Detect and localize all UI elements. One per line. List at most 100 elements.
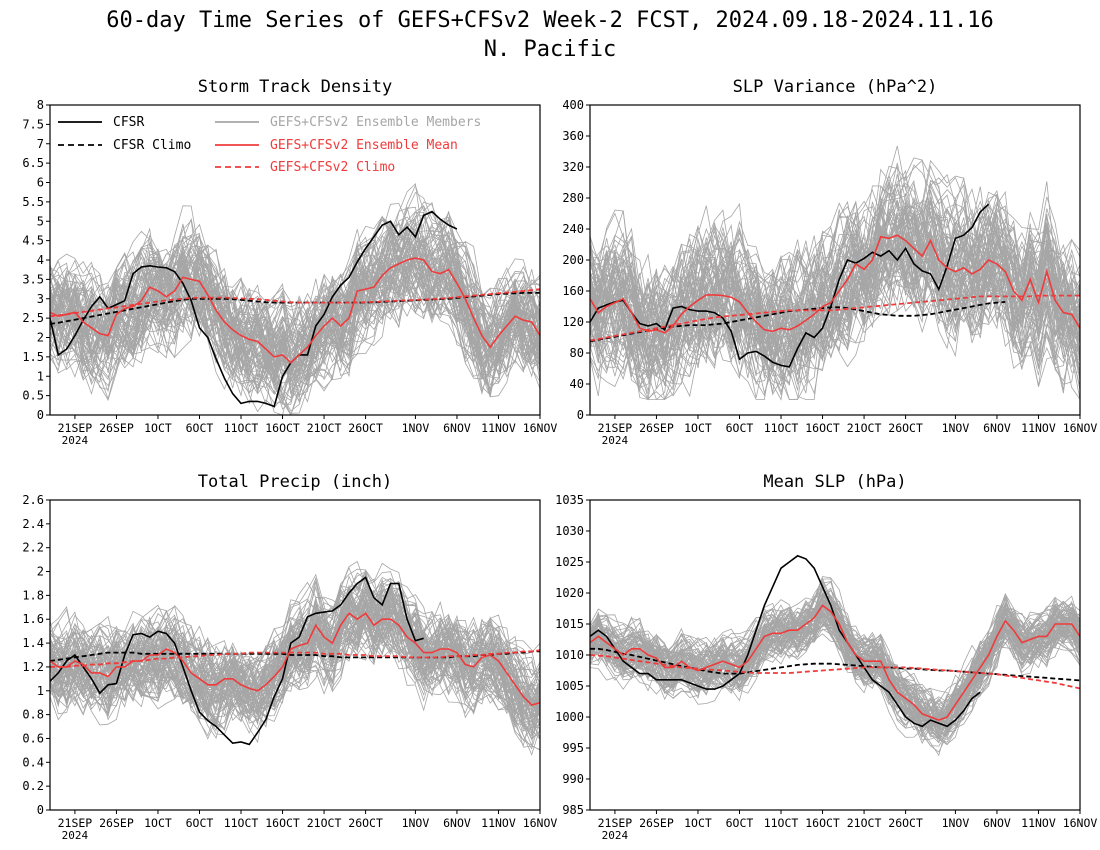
y-tick-label: 2.5 [22, 311, 44, 325]
y-tick-label: 1035 [555, 493, 584, 507]
y-tick-label: 0 [37, 803, 44, 817]
x-tick-label: 6OCT [186, 421, 214, 435]
x-tick-label: 11NOV [1021, 816, 1056, 830]
series-gefs-cfsv2-climo [50, 649, 540, 668]
series-cfsr [590, 554, 981, 728]
y-tick-label: 0.6 [22, 731, 44, 745]
member-line [50, 587, 540, 728]
y-tick-label: 1.8 [22, 588, 44, 602]
member-line [50, 237, 540, 415]
member-line [50, 257, 540, 381]
x-tick-label: 11OCT [764, 816, 799, 830]
y-tick-label: 6.5 [22, 156, 44, 170]
y-tick-label: 1 [37, 369, 44, 383]
x-tick-label: 11OCT [764, 421, 799, 435]
x-tick-label: 6OCT [726, 421, 754, 435]
x-year-label: 2024 [602, 829, 629, 842]
member-line [590, 219, 1080, 361]
y-tick-label: 0.5 [22, 389, 44, 403]
y-tick-label: 1.6 [22, 612, 44, 626]
y-tick-label: 3.5 [22, 272, 44, 286]
panel-title: Storm Track Density [198, 77, 392, 97]
member-line [50, 253, 540, 395]
member-line [50, 206, 540, 381]
figure-subtitle: N. Pacific [484, 37, 616, 62]
member-line [50, 215, 540, 365]
y-tick-label: 1020 [555, 586, 584, 600]
x-tick-label: 26SEP [639, 421, 674, 435]
x-tick-label: 16NOV [523, 816, 558, 830]
x-tick-label: 16NOV [1063, 421, 1098, 435]
x-tick-label: 1OCT [684, 421, 712, 435]
x-tick-label: 6OCT [186, 816, 214, 830]
y-tick-label: 1 [37, 684, 44, 698]
member-line [50, 227, 540, 377]
y-tick-label: 0.4 [22, 755, 44, 769]
ensemble-members [590, 576, 1080, 757]
member-line [590, 601, 1080, 727]
member-line [50, 572, 540, 711]
x-tick-label: 6NOV [443, 421, 471, 435]
x-tick-label: 6NOV [983, 816, 1011, 830]
panel-2: SLP Variance (hPa^2) 0 40 80 120 160 200 240 280… [562, 77, 1098, 447]
legend-item-gefs-climo: GEFS+CFSv2 Climo [215, 160, 395, 175]
x-tick-label: 26SEP [99, 421, 134, 435]
x-tick-label: 1OCT [144, 421, 172, 435]
member-line [50, 221, 540, 389]
series-cfsr [50, 576, 424, 746]
figure-title: 60-day Time Series of GEFS+CFSv2 Week-2 … [106, 8, 993, 33]
x-tick-label: 11OCT [224, 816, 259, 830]
y-tick-label: 0 [577, 408, 584, 422]
y-tick-label: 240 [562, 222, 584, 236]
series-gefs-cfsv2-climo [590, 654, 1080, 690]
y-tick-label: 0.8 [22, 708, 44, 722]
member-line [50, 601, 540, 728]
y-tick-label: 990 [562, 772, 584, 786]
member-line [590, 198, 1080, 351]
member-line [590, 600, 1080, 730]
y-tick-label: 3 [37, 292, 44, 306]
member-line [590, 200, 1080, 385]
x-tick-label: 16NOV [523, 421, 558, 435]
x-tick-label: 1OCT [684, 816, 712, 830]
member-line [50, 603, 540, 699]
x-tick-label: 11NOV [1021, 421, 1056, 435]
plot-frame [49, 499, 541, 811]
x-tick-label: 1OCT [144, 816, 172, 830]
y-tick-label: 1010 [555, 648, 584, 662]
y-tick-label: 1015 [555, 617, 584, 631]
y-tick-label: 5.5 [22, 195, 44, 209]
panel-3: Total Precip (inch) 0 0.2 0.4 0.6 0.8 1 1.2 1.4 1… [22, 472, 557, 842]
y-tick-label: 0 [37, 408, 44, 422]
legend-item-cfsr: CFSR [58, 115, 144, 130]
y-tick-label: 1.4 [22, 636, 44, 650]
y-tick-label: 0.2 [22, 779, 44, 793]
x-tick-label: 21OCT [307, 421, 342, 435]
x-tick-label: 26OCT [888, 816, 923, 830]
y-tick-label: 1030 [555, 524, 584, 538]
legend-label: GEFS+CFSv2 Ensemble Mean [270, 138, 458, 153]
x-tick-label: 21OCT [847, 421, 882, 435]
member-line [590, 199, 1080, 378]
member-line [50, 589, 540, 744]
series-gefs-cfsv2-ensemble-mean [590, 604, 1080, 721]
x-tick-label: 26OCT [348, 421, 383, 435]
member-line [50, 612, 540, 737]
x-tick-label: 16OCT [805, 421, 840, 435]
x-tick-label: 1NOV [402, 421, 430, 435]
member-line [50, 257, 540, 392]
x-tick-label: 6OCT [726, 816, 754, 830]
member-line [590, 208, 1080, 377]
panel-title: SLP Variance (hPa^2) [733, 77, 938, 97]
x-tick-label: 1NOV [942, 816, 970, 830]
member-line [50, 604, 540, 716]
member-line [50, 575, 540, 706]
x-tick-label: 6NOV [983, 421, 1011, 435]
member-line [590, 181, 1080, 363]
series-gefs-cfsv2-climo [590, 294, 1080, 342]
panel-title: Mean SLP (hPa) [763, 472, 906, 492]
x-year-label: 2024 [62, 829, 89, 842]
series-cfsr [590, 203, 990, 368]
y-tick-label: 1025 [555, 555, 584, 569]
